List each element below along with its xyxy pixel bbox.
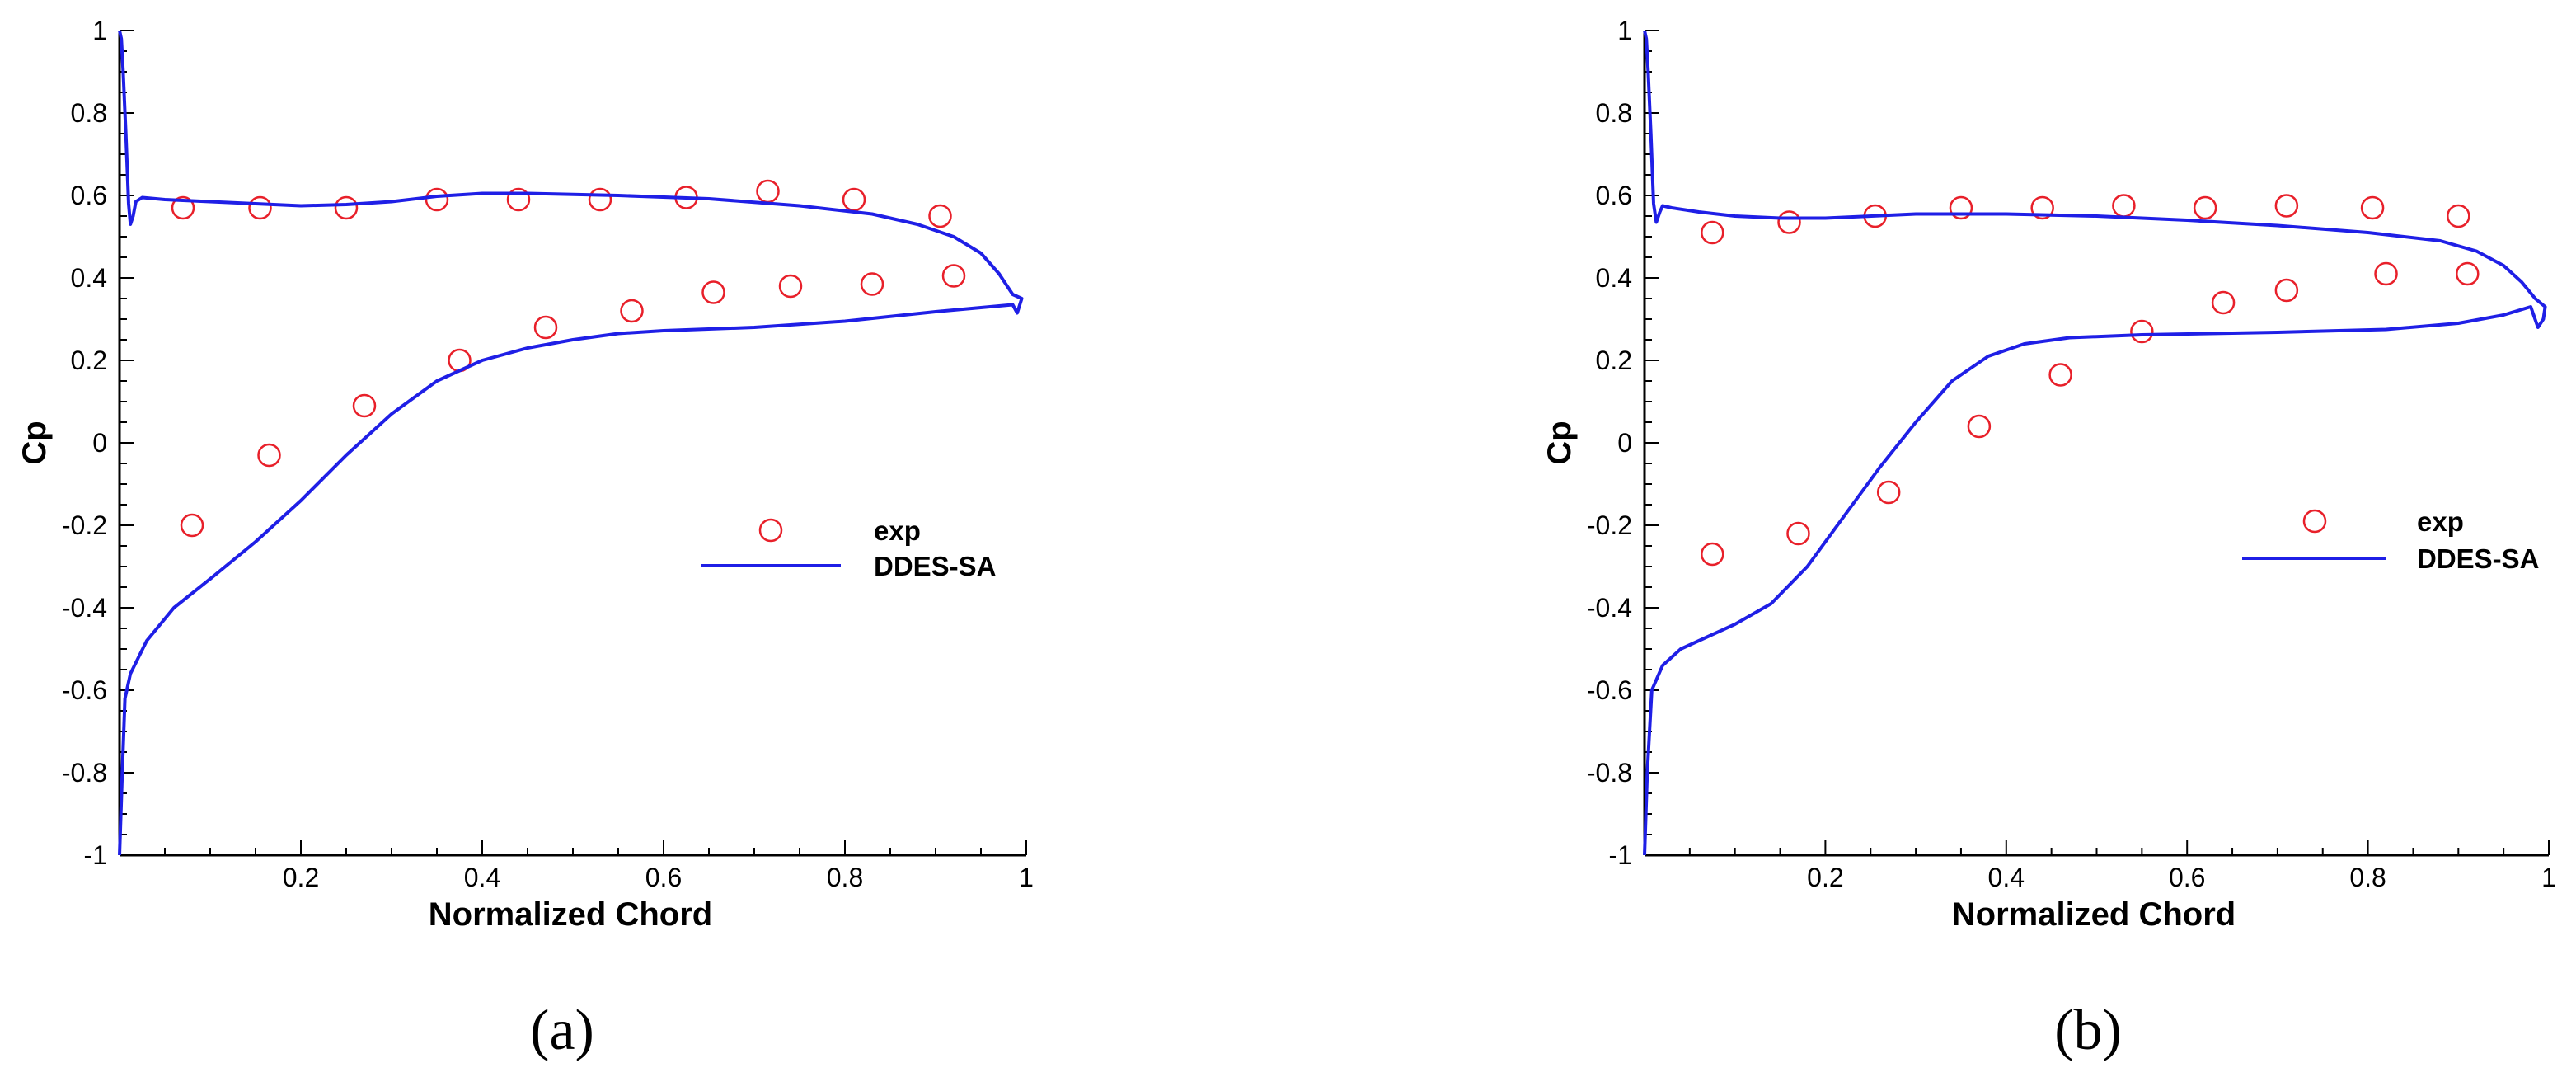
exp-point — [1701, 220, 1724, 245]
panel-label-a: (a) — [530, 999, 594, 1062]
exp-point — [842, 187, 866, 212]
x-tick-label: 0.4 — [1988, 863, 2025, 892]
exp-point — [425, 187, 449, 212]
exp-point — [756, 179, 780, 204]
x-tick-label: 1 — [2541, 863, 2556, 892]
y-tick-label: 0.4 — [1596, 263, 1632, 293]
y-tick-label: -0.6 — [62, 675, 107, 705]
panel-b: 0.2 0.4 0.6 0.8 1 -1 -0.8 -0.6 -0.4 -0.2 0 0.2 0.4 0.… — [1541, 16, 2556, 1062]
plot-area-b: 0.2 0.4 0.6 0.8 1 -1 -0.8 -0.6 -0.4 -0.2 0 0.2 0.4 0.… — [1587, 16, 2556, 892]
x-tick-label: 0.6 — [2169, 863, 2205, 892]
plot-area-a: 0.2 0.4 0.6 0.8 1 -1 -0.8 -0.6 -0.4 -0.2 0 0.2 0.4 0.… — [62, 16, 1034, 892]
exp-point — [860, 272, 884, 296]
y-tick-label: 0.4 — [71, 263, 107, 293]
exp-point — [701, 280, 725, 304]
x-axis-title-a: Normalized Chord — [429, 896, 712, 933]
exp-point — [1701, 542, 1724, 567]
y-tick-label: 1 — [1617, 16, 1632, 45]
exp-point — [2130, 319, 2154, 344]
y-tick-label: 0.2 — [71, 346, 107, 375]
exp-point — [334, 195, 359, 220]
y-tick-label: -0.8 — [1587, 758, 1632, 788]
exp-point — [1949, 195, 1973, 220]
exp-point — [1876, 480, 1901, 505]
x-tick-label: 0.2 — [1807, 863, 1843, 892]
exp-point — [2274, 194, 2299, 218]
exp-point — [2030, 195, 2054, 220]
y-tick-label: 0.6 — [1596, 181, 1632, 210]
exp-point — [2193, 195, 2217, 220]
y-tick-label: -0.8 — [62, 758, 107, 788]
exp-point — [2211, 290, 2236, 315]
exp-point — [180, 513, 204, 538]
exp-point — [2112, 194, 2136, 218]
y-tick-label: -1 — [1609, 840, 1632, 870]
exp-point — [506, 187, 531, 212]
y-tick-label: -0.2 — [62, 510, 107, 540]
exp-point — [2048, 363, 2072, 387]
y-tick-label: -0.6 — [1587, 675, 1632, 705]
ddes-sa-line — [118, 30, 1024, 856]
exp-point — [2274, 278, 2299, 303]
y-tick-label: 0.6 — [71, 181, 107, 210]
y-tick-label: 0.8 — [1596, 98, 1632, 128]
exp-point — [352, 393, 377, 418]
exp-point — [1967, 414, 1992, 439]
exp-point — [533, 315, 558, 340]
y-axis-title-b: Cp — [1541, 421, 1578, 464]
y-tick-label: 0.2 — [1596, 346, 1632, 375]
x-tick-label: 0.4 — [464, 863, 500, 892]
exp-point — [620, 299, 644, 323]
exp-point — [2447, 204, 2470, 228]
exp-point — [257, 443, 281, 468]
x-axis-title-b: Normalized Chord — [1952, 896, 2236, 933]
x-tick-label: 1 — [1019, 863, 1034, 892]
legend-exp-marker — [2302, 509, 2327, 534]
exp-point — [778, 274, 803, 299]
x-tick-label: 0.2 — [283, 863, 319, 892]
y-axis-title-a: Cp — [16, 421, 53, 464]
y-tick-label: -0.4 — [1587, 593, 1632, 623]
legend-exp-label: exp — [2417, 506, 2464, 537]
legend-exp-label: exp — [874, 515, 921, 546]
exp-point — [2374, 261, 2398, 286]
x-tick-label: 0.8 — [827, 863, 863, 892]
panel-a: 0.2 0.4 0.6 0.8 1 -1 -0.8 -0.6 -0.4 -0.2 0 0.2 0.4 0.… — [16, 16, 1034, 1062]
exp-point — [1786, 521, 1810, 546]
exp-point — [2360, 195, 2385, 220]
y-tick-label: -0.2 — [1587, 510, 1632, 540]
y-tick-label: 0 — [1617, 428, 1632, 458]
exp-point — [171, 195, 195, 220]
panel-label-b: (b) — [2054, 999, 2122, 1062]
y-tick-label: 0 — [92, 428, 107, 458]
exp-point — [588, 187, 612, 212]
legend-ddes-sa-label: DDES-SA — [874, 551, 997, 581]
exp-point — [941, 264, 966, 288]
exp-point — [1777, 210, 1801, 234]
legend-exp-marker — [758, 518, 783, 543]
y-tick-label: -1 — [84, 840, 107, 870]
ddes-sa-line — [1643, 30, 2547, 856]
y-tick-label: 1 — [92, 16, 107, 45]
exp-point — [2456, 261, 2480, 286]
legend-ddes-sa-label: DDES-SA — [2417, 543, 2540, 574]
exp-point — [248, 195, 272, 220]
x-tick-label: 0.6 — [645, 863, 682, 892]
y-tick-label: 0.8 — [71, 98, 107, 128]
x-tick-label: 0.8 — [2349, 863, 2386, 892]
y-tick-label: -0.4 — [62, 593, 107, 623]
exp-point — [928, 204, 952, 228]
